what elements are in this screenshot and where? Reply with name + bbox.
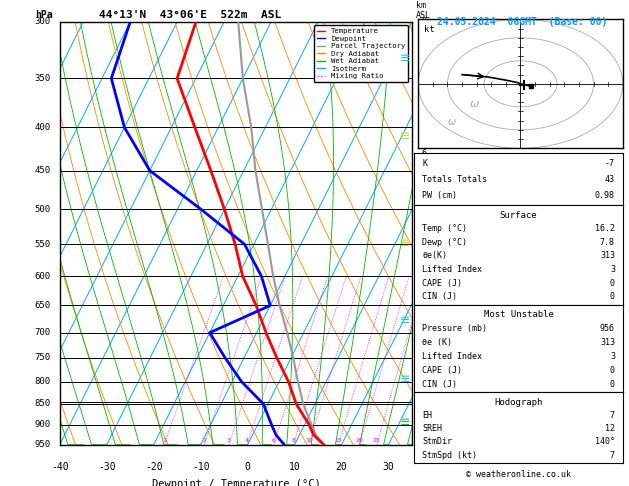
Text: -2: -2	[417, 377, 427, 386]
Text: Most Unstable: Most Unstable	[484, 310, 554, 319]
Text: 700: 700	[35, 328, 51, 337]
Text: 15: 15	[335, 437, 342, 443]
Text: LCL: LCL	[417, 397, 432, 406]
Text: 10: 10	[289, 462, 301, 471]
Text: ≡: ≡	[399, 130, 410, 142]
Text: 2: 2	[203, 437, 206, 443]
Text: 10: 10	[305, 437, 313, 443]
Text: 300: 300	[35, 17, 51, 26]
Text: 30: 30	[382, 462, 394, 471]
Text: 750: 750	[35, 353, 51, 363]
Text: Totals Totals: Totals Totals	[422, 175, 487, 184]
Text: 0: 0	[610, 279, 615, 288]
Text: PW (cm): PW (cm)	[422, 191, 457, 200]
Text: 0: 0	[610, 293, 615, 301]
Text: 800: 800	[35, 377, 51, 386]
Text: CAPE (J): CAPE (J)	[422, 279, 462, 288]
Text: Temp (°C): Temp (°C)	[422, 224, 467, 233]
Text: 0: 0	[245, 462, 250, 471]
Text: Pressure (mb): Pressure (mb)	[422, 324, 487, 333]
Text: 7.8: 7.8	[600, 238, 615, 247]
Text: 4: 4	[245, 437, 249, 443]
Text: km
ASL: km ASL	[416, 1, 430, 20]
Text: 450: 450	[35, 166, 51, 175]
Text: -1: -1	[417, 420, 427, 429]
Text: 20: 20	[356, 437, 364, 443]
Text: -3: -3	[417, 328, 427, 337]
Text: 313: 313	[600, 338, 615, 347]
Text: ≡: ≡	[399, 52, 410, 65]
Legend: Temperature, Dewpoint, Parcel Trajectory, Dry Adiabat, Wet Adiabat, Isotherm, Mi: Temperature, Dewpoint, Parcel Trajectory…	[314, 25, 408, 82]
Text: 44°13'N  43°06'E  522m  ASL: 44°13'N 43°06'E 522m ASL	[99, 10, 281, 20]
Text: 0.98: 0.98	[595, 191, 615, 200]
Text: 24.05.2024  06GMT  (Base: 00): 24.05.2024 06GMT (Base: 00)	[437, 17, 607, 27]
Text: θe(K): θe(K)	[422, 251, 447, 260]
Text: -6: -6	[417, 149, 427, 158]
Text: 900: 900	[35, 420, 51, 429]
Text: θe (K): θe (K)	[422, 338, 452, 347]
Text: hPa: hPa	[35, 10, 53, 20]
Text: -30: -30	[98, 462, 116, 471]
Text: CIN (J): CIN (J)	[422, 293, 457, 301]
Text: 1: 1	[162, 437, 166, 443]
Text: -40: -40	[51, 462, 69, 471]
Text: 8: 8	[291, 437, 296, 443]
Text: 0: 0	[610, 380, 615, 389]
Text: 7: 7	[610, 451, 615, 460]
Text: -5: -5	[417, 229, 427, 239]
Text: -10: -10	[192, 462, 209, 471]
Text: 956: 956	[600, 324, 615, 333]
Text: 400: 400	[35, 123, 51, 132]
Text: Surface: Surface	[500, 210, 537, 220]
Text: EH: EH	[422, 411, 432, 420]
Text: 0: 0	[610, 366, 615, 375]
Text: -7: -7	[417, 79, 427, 88]
Text: 6: 6	[272, 437, 276, 443]
Text: ≡: ≡	[399, 314, 410, 327]
Text: kt: kt	[425, 25, 435, 34]
Text: CAPE (J): CAPE (J)	[422, 366, 462, 375]
Text: 140°: 140°	[595, 437, 615, 447]
Text: -8: -8	[417, 17, 427, 26]
Text: Dewpoint / Temperature (°C): Dewpoint / Temperature (°C)	[152, 479, 320, 486]
Text: 3: 3	[227, 437, 231, 443]
Text: CIN (J): CIN (J)	[422, 380, 457, 389]
Text: 950: 950	[35, 440, 51, 449]
Text: 313: 313	[600, 251, 615, 260]
Text: Lifted Index: Lifted Index	[422, 265, 482, 274]
Text: 350: 350	[35, 74, 51, 83]
Text: Mixing Ratio (g/kg): Mixing Ratio (g/kg)	[439, 190, 448, 277]
Text: 43: 43	[605, 175, 615, 184]
Text: Dewp (°C): Dewp (°C)	[422, 238, 467, 247]
Text: ≡: ≡	[399, 373, 410, 385]
Text: 850: 850	[35, 399, 51, 408]
Text: ≡: ≡	[399, 237, 410, 249]
Text: -20: -20	[145, 462, 162, 471]
Text: 550: 550	[35, 240, 51, 249]
Text: 7: 7	[610, 411, 615, 420]
Text: StmDir: StmDir	[422, 437, 452, 447]
Text: 16.2: 16.2	[595, 224, 615, 233]
Text: 3: 3	[610, 352, 615, 361]
Text: 12: 12	[605, 424, 615, 433]
Text: ω: ω	[447, 117, 455, 127]
Text: -4: -4	[417, 265, 427, 275]
Text: © weatheronline.co.uk: © weatheronline.co.uk	[467, 469, 571, 479]
Text: 20: 20	[336, 462, 347, 471]
Text: StmSpd (kt): StmSpd (kt)	[422, 451, 477, 460]
Text: K: K	[422, 159, 427, 168]
Text: 3: 3	[610, 265, 615, 274]
Text: ≡: ≡	[399, 417, 410, 429]
Text: 600: 600	[35, 272, 51, 280]
Text: ω: ω	[469, 99, 479, 109]
Text: Lifted Index: Lifted Index	[422, 352, 482, 361]
Text: 650: 650	[35, 301, 51, 310]
Text: 500: 500	[35, 205, 51, 214]
Text: Hodograph: Hodograph	[494, 398, 543, 406]
Text: 25: 25	[373, 437, 381, 443]
Text: SREH: SREH	[422, 424, 442, 433]
Text: -7: -7	[605, 159, 615, 168]
